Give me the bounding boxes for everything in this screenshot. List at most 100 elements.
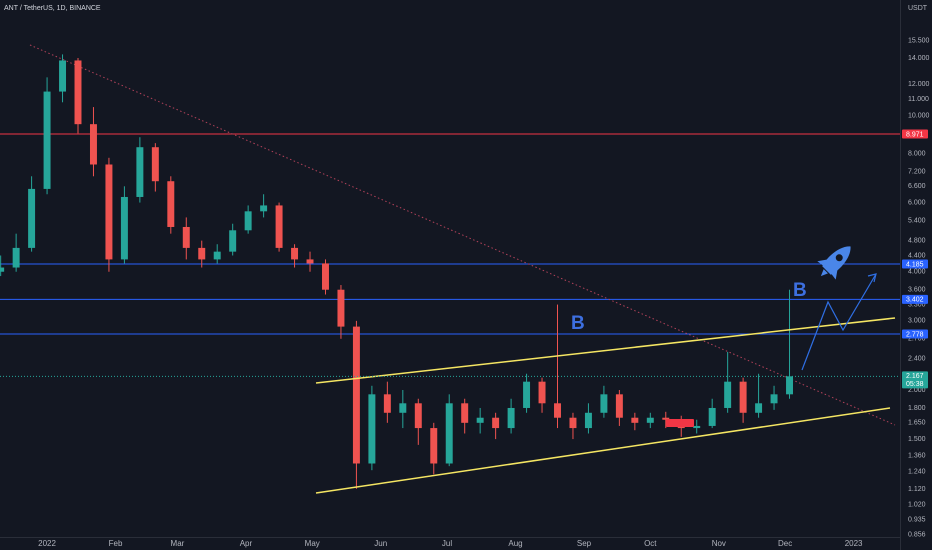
candle-body <box>476 417 484 423</box>
candle-body <box>89 124 97 165</box>
candle-body <box>59 60 67 92</box>
price-tag-label: 8.971 <box>906 131 924 138</box>
candle-body <box>615 394 623 418</box>
candle-body <box>600 394 608 413</box>
y-tick-label: 4.000 <box>908 269 926 276</box>
candle-body <box>0 267 5 272</box>
candle-body <box>631 417 639 423</box>
price-tag <box>902 329 928 339</box>
arrow-head <box>867 273 877 283</box>
last-price-label: 2.167 <box>906 373 924 380</box>
candle-body <box>74 60 82 125</box>
y-tick-label: 1.800 <box>908 405 926 412</box>
candle-body <box>291 247 299 260</box>
candle-body <box>337 289 345 327</box>
y-tick-label: 0.935 <box>908 517 926 524</box>
y-tick-label: 3.600 <box>908 287 926 294</box>
candle-body <box>28 188 36 248</box>
x-tick-label: 2022 <box>38 539 56 548</box>
candle-body <box>229 230 237 252</box>
y-tick-label: 1.360 <box>908 453 926 460</box>
x-tick-label: Mar <box>171 539 185 548</box>
y-tick-label: 15.500 <box>908 37 930 44</box>
candle-body <box>492 417 500 429</box>
x-tick-label: Oct <box>644 539 657 548</box>
candle-body <box>569 417 577 429</box>
candle-body <box>724 381 732 408</box>
y-tick-label: 0.856 <box>908 532 926 539</box>
candle-body <box>523 381 531 408</box>
y-tick-label: 10.000 <box>908 112 930 119</box>
x-tick-label: Jul <box>442 539 452 548</box>
y-tick-label: 4.400 <box>908 252 926 259</box>
x-tick-label: Nov <box>712 539 726 548</box>
candle-body <box>538 381 546 404</box>
candle-body <box>306 259 314 264</box>
annotation: B <box>793 280 807 301</box>
down-trendline <box>29 44 896 426</box>
candle-body <box>167 181 175 227</box>
price-tag <box>902 259 928 269</box>
y-tick-label: 11.000 <box>908 96 929 103</box>
y-tick-label: 3.300 <box>908 301 926 308</box>
y-tick-label: 1.240 <box>908 468 926 475</box>
y-tick-label: 1.500 <box>908 436 926 443</box>
candles <box>0 54 793 489</box>
candle-body <box>646 417 654 423</box>
y-tick-label: 7.200 <box>908 168 926 175</box>
y-tick-label: 4.800 <box>908 237 926 244</box>
candle-body <box>213 251 221 260</box>
y-tick-label: 1.020 <box>908 502 926 509</box>
y-tick-label: 12.000 <box>908 81 930 88</box>
x-tick-label: Sep <box>577 539 592 548</box>
y-tick-label: 6.000 <box>908 199 926 206</box>
x-tick-label: May <box>305 539 320 548</box>
y-tick-label: 8.000 <box>908 150 926 157</box>
position-label <box>666 419 694 427</box>
candle-body <box>461 403 469 423</box>
chart-title: ANT / TetherUS, 1D, BINANCE <box>4 5 101 12</box>
candle-body <box>399 403 407 413</box>
price-tag <box>902 294 928 304</box>
candle-body <box>368 394 376 464</box>
candle-body <box>352 326 360 464</box>
candle-body <box>244 211 252 231</box>
y-tick-label: 2.700 <box>908 336 926 343</box>
candle-body <box>693 425 701 429</box>
candle-body <box>786 376 793 395</box>
x-tick-label: Feb <box>109 539 123 548</box>
channel-lower <box>315 407 891 494</box>
y-tick-label: 14.000 <box>908 55 930 62</box>
candle-body <box>739 381 747 413</box>
candle-body <box>198 247 206 260</box>
candle-body <box>12 247 20 268</box>
candle-body <box>414 403 422 429</box>
rocket-icon <box>817 246 851 280</box>
countdown-label: 05:38 <box>906 381 924 388</box>
x-tick-label: Apr <box>240 539 253 548</box>
x-tick-label: Dec <box>778 539 792 548</box>
candle-body <box>260 205 268 212</box>
candle-body <box>182 226 190 248</box>
axis-unit: USDT <box>908 5 928 12</box>
candle-body <box>755 403 763 413</box>
candle-body <box>584 412 592 429</box>
candle-body <box>383 394 391 413</box>
channel-upper <box>315 317 896 384</box>
price-tag <box>902 129 928 139</box>
candle-body <box>151 147 159 182</box>
y-tick-label: 1.120 <box>908 486 926 493</box>
candle-body <box>708 407 716 426</box>
candle-body <box>445 403 453 464</box>
candle-body <box>770 394 778 404</box>
y-tick-label: 2.000 <box>908 387 926 394</box>
x-tick-label: Aug <box>508 539 522 548</box>
candle-body <box>430 428 438 464</box>
y-tick-label: 1.650 <box>908 420 926 427</box>
candle-body <box>43 91 51 189</box>
y-tick-label: 6.600 <box>908 183 926 190</box>
candle-body <box>275 205 283 248</box>
price-tag-label: 2.778 <box>906 331 924 338</box>
